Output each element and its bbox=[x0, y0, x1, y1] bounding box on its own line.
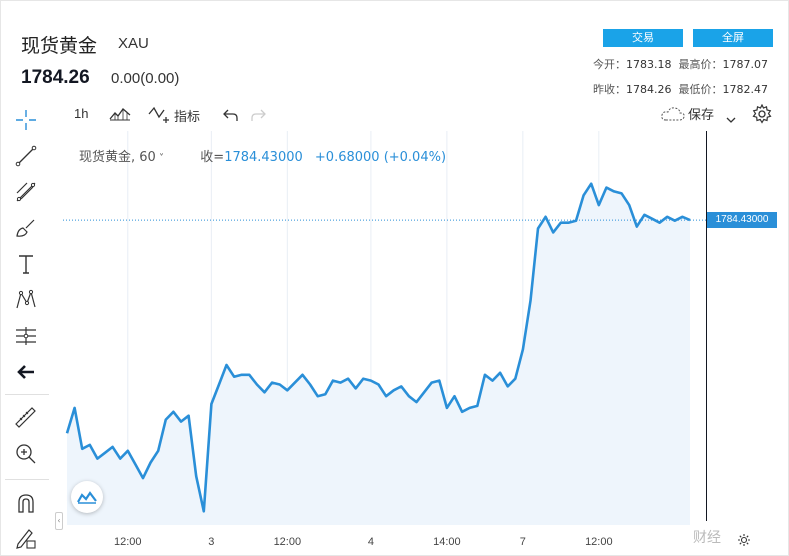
arrow-left-icon[interactable] bbox=[11, 359, 41, 385]
indicators-icon[interactable] bbox=[148, 105, 172, 127]
text-tool-icon[interactable] bbox=[11, 251, 41, 277]
price-chart[interactable] bbox=[63, 131, 706, 525]
toolbar-divider bbox=[5, 394, 49, 395]
forecast-icon[interactable] bbox=[11, 323, 41, 349]
cloud-icon[interactable] bbox=[660, 106, 686, 126]
save-button[interactable]: 保存 bbox=[688, 108, 715, 123]
redo-icon[interactable] bbox=[250, 107, 266, 126]
x-tick-label: 3 bbox=[208, 536, 215, 548]
interval-selector[interactable]: 1h bbox=[74, 106, 89, 121]
legend-change: +0.68000 (+0.04%) bbox=[314, 150, 447, 165]
legend-series-name[interactable]: 现货黄金, 60 bbox=[79, 150, 156, 165]
instrument-title: 现货黄金 bbox=[21, 35, 98, 57]
ruler-icon[interactable] bbox=[11, 405, 41, 431]
watermark-text: 财经 bbox=[693, 530, 721, 546]
indicators-button[interactable]: 指标 bbox=[174, 110, 201, 125]
fib-channel-icon[interactable] bbox=[11, 179, 41, 205]
low-label: 最低价： bbox=[678, 83, 723, 96]
price-area-fill bbox=[67, 183, 690, 525]
x-tick-label: 12:00 bbox=[273, 536, 302, 548]
gear-icon[interactable] bbox=[752, 103, 772, 128]
x-tick-label: 4 bbox=[367, 536, 374, 548]
open-value: 1783.18 bbox=[626, 58, 672, 71]
low-value: 1782.47 bbox=[722, 83, 769, 96]
high-label: 最高价： bbox=[678, 58, 723, 71]
magnet-icon[interactable] bbox=[11, 491, 41, 517]
prev-close-label: 昨收： bbox=[593, 83, 626, 96]
x-tick-label: 7 bbox=[519, 536, 526, 548]
high-value: 1787.07 bbox=[722, 58, 769, 71]
zoom-in-icon[interactable] bbox=[11, 441, 41, 467]
instrument-symbol: XAU bbox=[118, 35, 149, 52]
open-label: 今开： bbox=[593, 58, 626, 71]
trend-line-icon[interactable] bbox=[11, 143, 41, 169]
price-line bbox=[65, 182, 691, 513]
chart-legend: 现货黄金, 60 ˅ 收=1784.43000 +0.68000 (+0.04%… bbox=[79, 146, 446, 165]
current-price: 1784.26 bbox=[21, 67, 90, 88]
chevron-down-icon[interactable]: ˅ bbox=[155, 153, 164, 164]
price-axis-border bbox=[706, 131, 707, 521]
x-tick-label: 14:00 bbox=[433, 536, 461, 548]
settings-small-icon[interactable] bbox=[737, 532, 751, 551]
last-price-tag: 1784.43000 bbox=[707, 212, 777, 229]
trade-button[interactable]: 交易 bbox=[603, 29, 683, 47]
fullscreen-button[interactable]: 全屏 bbox=[693, 29, 773, 47]
crosshair-icon[interactable] bbox=[11, 107, 41, 133]
chevron-down-icon[interactable] bbox=[726, 109, 736, 128]
legend-close-value: 1784.43000 bbox=[224, 150, 303, 165]
chart-style-icon[interactable] bbox=[109, 105, 131, 125]
collapse-toolbar-handle[interactable]: ‹ bbox=[55, 512, 63, 530]
prev-close-value: 1784.26 bbox=[626, 83, 672, 96]
legend-close-label: 收= bbox=[200, 150, 225, 165]
x-tick-label: 12:00 bbox=[114, 536, 142, 548]
stats-row-open-high: 今开：1783.18 最高价：1787.07 bbox=[593, 56, 768, 72]
lock-pencil-icon[interactable] bbox=[11, 525, 41, 551]
toolbar-divider bbox=[5, 479, 49, 480]
x-tick-label: 12:00 bbox=[585, 536, 613, 548]
brush-icon[interactable] bbox=[11, 215, 41, 241]
stats-row-prev-low: 昨收：1784.26 最低价：1782.47 bbox=[593, 81, 768, 97]
price-change: 0.00(0.00) bbox=[111, 70, 180, 87]
pattern-icon[interactable] bbox=[11, 287, 41, 313]
chart-logo-badge[interactable] bbox=[71, 481, 103, 513]
undo-icon[interactable] bbox=[223, 107, 239, 126]
